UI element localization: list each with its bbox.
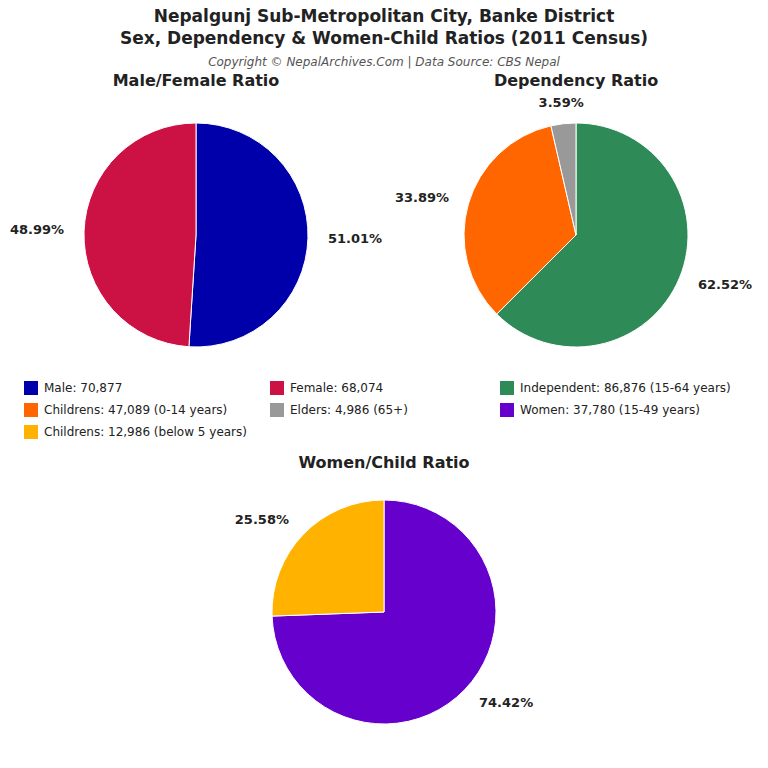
data-label: 3.59%: [539, 95, 584, 110]
legend-label: Elders: 4,986 (65+): [290, 403, 408, 417]
pie-slice: [84, 123, 196, 347]
legend-swatch: [270, 381, 284, 395]
pie-slice: [272, 500, 496, 724]
legend-label: Childrens: 47,089 (0-14 years): [44, 403, 227, 417]
pie-chart: 51.01% 48.99%: [10, 123, 382, 347]
legend-label: Women: 37,780 (15-49 years): [520, 403, 700, 417]
data-label: 74.42%: [479, 695, 533, 710]
pie-slice: [551, 123, 576, 235]
legend-swatch: [24, 425, 38, 439]
chart-root: Nepalgunj Sub-Metropolitan City, Banke D…: [0, 0, 768, 768]
data-label: 62.52%: [698, 277, 752, 292]
legend: Male: 70,877 Female: 68,074 Independent: 8…: [24, 381, 731, 440]
data-label: 25.58%: [235, 512, 289, 527]
data-labels: 51.01% 48.99%: [10, 222, 382, 245]
slices: [84, 123, 308, 347]
legend-swatch: [500, 381, 514, 395]
legend-label: Childrens: 12,986 (below 5 years): [44, 425, 247, 439]
data-labels: 62.52% 33.89% 3.59%: [395, 95, 752, 292]
figure-title: Sex, Dependency & Women-Child Ratios (20…: [120, 28, 648, 48]
chart-title: Male/Female Ratio: [113, 71, 280, 90]
data-labels: 74.42% 25.58%: [235, 512, 533, 710]
legend-label: Female: 68,074: [290, 381, 383, 395]
slices: [272, 500, 496, 724]
chart-title: Women/Child Ratio: [298, 453, 469, 472]
data-label: 51.01%: [328, 231, 382, 246]
slices: [464, 123, 688, 347]
pie-chart: 74.42% 25.58%: [235, 500, 533, 724]
legend-swatch: [24, 403, 38, 417]
chart-title: Dependency Ratio: [494, 71, 658, 90]
pie-chart: 62.52% 33.89% 3.59%: [395, 95, 752, 347]
legend-swatch: [500, 403, 514, 417]
figure-subtitle: Copyright © NepalArchives.Com | Data Sou…: [208, 55, 560, 69]
legend-label: Male: 70,877: [44, 381, 122, 395]
data-label: 48.99%: [10, 222, 64, 237]
pie-slice: [189, 123, 308, 347]
legend-swatch: [24, 381, 38, 395]
legend-label: Independent: 86,876 (15-64 years): [520, 381, 731, 395]
legend-swatch: [270, 403, 284, 417]
data-label: 33.89%: [395, 190, 449, 205]
figure-title: Nepalgunj Sub-Metropolitan City, Banke D…: [154, 6, 615, 26]
